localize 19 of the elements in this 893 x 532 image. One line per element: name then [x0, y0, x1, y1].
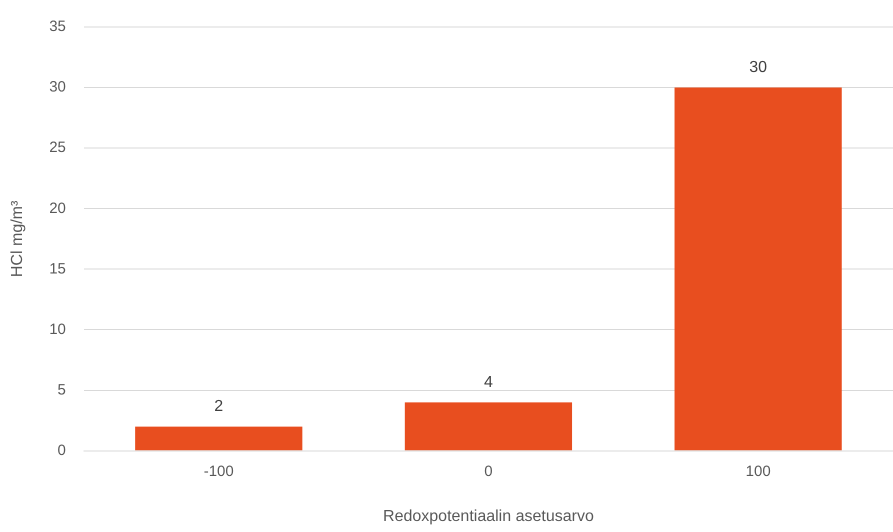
y-tick-label: 35	[49, 18, 66, 36]
y-tick-label: 25	[49, 139, 66, 156]
data-label: 2	[214, 398, 224, 415]
x-axis-title: Redoxpotentiaalin asetusarvo	[383, 508, 594, 525]
y-tick-label: 15	[49, 260, 66, 278]
y-tick-label: 10	[49, 320, 66, 338]
y-tick-label: 0	[58, 442, 66, 459]
x-tick-label: -100	[204, 462, 234, 480]
bar	[674, 88, 842, 450]
x-tick-label: 0	[484, 462, 493, 480]
y-tick-label: 20	[49, 200, 66, 217]
data-label: 4	[484, 374, 493, 391]
y-axis-title: HCl mg/m³	[9, 200, 26, 278]
bar	[404, 402, 572, 450]
y-tick-label: 5	[58, 381, 66, 398]
y-tick-label: 30	[49, 78, 66, 96]
bar	[135, 426, 302, 450]
data-label: 30	[749, 58, 768, 76]
x-tick-label: 100	[746, 462, 771, 480]
